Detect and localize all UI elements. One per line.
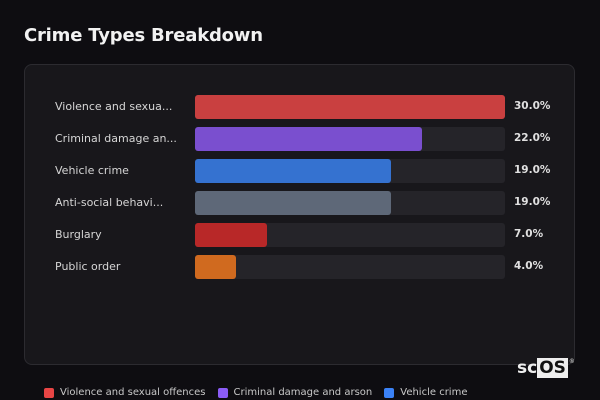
legend: Violence and sexual offences Criminal dam…	[44, 387, 467, 398]
bar-row: Criminal damage an... 22.0%	[25, 127, 574, 153]
bar-value-label: 7.0%	[514, 228, 544, 240]
legend-label: Violence and sexual offences	[60, 387, 206, 398]
bar-row: Vehicle crime 19.0%	[25, 159, 574, 185]
chart-card: Violence and sexua... 30.0% Criminal dama…	[24, 64, 575, 365]
bar-track	[195, 127, 505, 151]
bar	[195, 223, 268, 247]
logo-sc: sc	[517, 358, 538, 378]
bar-track	[195, 191, 505, 215]
legend-label: Criminal damage and arson	[233, 387, 373, 398]
bar-value-label: 4.0%	[514, 260, 544, 272]
legend-swatch	[384, 387, 395, 398]
bar-label: Anti-social behavi...	[55, 196, 164, 209]
bar-track	[195, 255, 505, 279]
scos-logo: sc OS ®	[517, 358, 575, 378]
bar-row: Anti-social behavi... 19.0%	[25, 191, 574, 217]
bar-track	[195, 159, 505, 183]
legend-item: Violence and sexual offences	[44, 387, 206, 398]
bar-label: Criminal damage an...	[55, 132, 177, 145]
bar-value-label: 19.0%	[514, 196, 551, 208]
legend-item: Vehicle crime	[384, 387, 467, 398]
legend-swatch	[217, 387, 228, 398]
bar-value-label: 19.0%	[514, 164, 551, 176]
bar-value-label: 30.0%	[514, 100, 551, 112]
bar	[195, 255, 237, 279]
bar-track	[195, 223, 505, 247]
bar-row: Public order 4.0%	[25, 255, 574, 281]
bar	[195, 159, 392, 183]
bar	[195, 95, 505, 119]
bar-row: Burglary 7.0%	[25, 223, 574, 249]
logo-os: OS	[537, 358, 568, 378]
legend-item: Criminal damage and arson	[217, 387, 373, 398]
chart-title: Crime Types Breakdown	[24, 25, 263, 46]
bar-label: Violence and sexua...	[55, 100, 173, 113]
bar	[195, 127, 423, 151]
bar-row: Violence and sexua... 30.0%	[25, 95, 574, 121]
logo-mark: ®	[568, 358, 575, 365]
bar-track	[195, 95, 505, 119]
bar-label: Vehicle crime	[55, 164, 129, 177]
bar-label: Public order	[55, 260, 121, 273]
bar-value-label: 22.0%	[514, 132, 551, 144]
legend-label: Vehicle crime	[400, 387, 468, 398]
bar-label: Burglary	[55, 228, 102, 241]
legend-swatch	[44, 387, 54, 398]
bar	[195, 191, 392, 215]
